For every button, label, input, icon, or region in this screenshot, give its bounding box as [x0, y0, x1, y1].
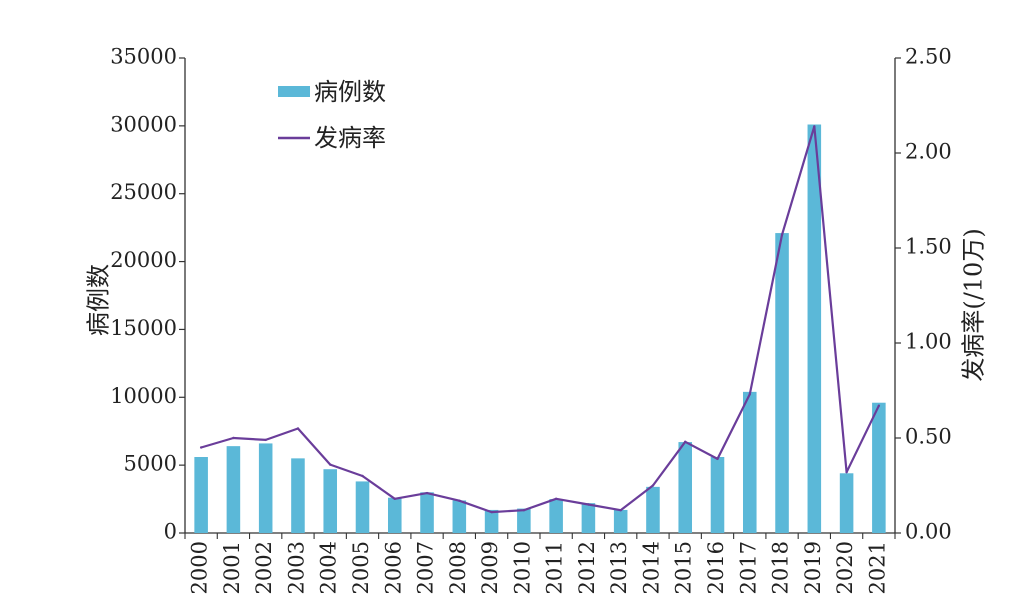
line-point-2009 [490, 510, 493, 514]
line-point-2002 [264, 438, 267, 442]
bar-2014 [646, 486, 660, 533]
y2-axis-label: 发病率(/10万) [960, 228, 988, 381]
bar-2009 [484, 509, 499, 533]
bar-2003 [291, 458, 305, 533]
bar-2017 [742, 391, 757, 533]
bar-2005 [355, 481, 370, 533]
y2-tick-label: 1.50 [905, 235, 952, 259]
x-tick-label: 2021 [865, 541, 889, 594]
bar-2012 [581, 503, 596, 533]
line-point-2015 [684, 440, 687, 443]
bar-2010 [517, 508, 531, 533]
y-tick-label: 20000 [110, 248, 177, 272]
y-tick-label: 0 [164, 520, 177, 544]
x-tick-label: 2009 [478, 541, 502, 594]
x-tick-label: 2005 [349, 541, 373, 594]
bar-2018 [775, 233, 789, 534]
bar-2002 [258, 443, 273, 533]
line-point-2017 [748, 393, 751, 396]
bar-2006 [387, 497, 402, 533]
y2-tick-label: 0.00 [905, 520, 952, 544]
line-point-2021 [877, 404, 881, 407]
y-tick-label: 25000 [110, 180, 177, 204]
bar-2021 [872, 402, 886, 533]
line-point-2019 [813, 125, 816, 128]
x-tick-label: 2008 [446, 541, 470, 594]
x-tick-label: 2007 [414, 541, 438, 594]
line-point-2016 [716, 457, 719, 461]
bar-2016 [710, 457, 725, 533]
line-point-2008 [458, 499, 461, 502]
line-point-2010 [522, 509, 526, 512]
legend-label-line: 发病率 [314, 124, 386, 152]
bar-2020 [839, 473, 854, 533]
line-point-2018 [780, 233, 784, 236]
legend-label-bar: 病例数 [314, 78, 386, 106]
bar-2001 [226, 446, 241, 533]
incidence-line [200, 125, 880, 514]
line-point-2004 [329, 463, 332, 466]
y2-tick-label: 2.50 [905, 45, 952, 69]
axes: 0 5000 10000 15000 20000 25000 30000 35000 0.00 0… [110, 45, 952, 595]
line-point-2006 [393, 497, 396, 500]
x-tick-label: 2011 [543, 541, 567, 594]
bar-2007 [420, 492, 434, 533]
x-tick-label: 2006 [381, 541, 405, 594]
legend-swatch-bar [278, 86, 310, 97]
bar-2004 [323, 469, 338, 533]
line-point-2007 [425, 491, 429, 495]
legend: 病例数 发病率 [278, 78, 386, 152]
line-point-2001 [232, 436, 235, 440]
line-point-2013 [619, 509, 622, 512]
y-tick-label: 10000 [110, 384, 177, 408]
bar-2019 [807, 124, 822, 533]
line-point-2012 [587, 503, 590, 506]
x-tick-label: 2010 [510, 541, 534, 594]
bar-2011 [549, 499, 563, 533]
line-point-2011 [554, 497, 558, 500]
bar-2013 [613, 509, 628, 533]
x-tick-label: 2017 [736, 541, 760, 594]
x-tick-label: 2016 [704, 541, 728, 594]
x-tick-label: 2019 [801, 541, 825, 594]
x-tick-label: 2014 [639, 541, 663, 594]
line-point-2005 [361, 474, 364, 478]
y-axis-label: 病例数 [85, 264, 113, 336]
line-point-2014 [651, 484, 655, 487]
line-point-2020 [845, 471, 848, 474]
y2-tick-label: 1.00 [905, 330, 952, 354]
x-tick-label: 2018 [769, 541, 793, 594]
x-tick-label: 2020 [833, 541, 857, 594]
bar-series [194, 124, 886, 534]
x-tick-label: 2012 [575, 541, 599, 594]
y-tick-label: 15000 [110, 316, 177, 340]
bar-2000 [194, 457, 208, 533]
x-tick-label: 2003 [284, 541, 308, 594]
bar-2008 [452, 500, 467, 533]
y2-tick-label: 2.00 [905, 140, 952, 164]
line-point-2003 [296, 427, 300, 430]
y-tick-label: 35000 [110, 45, 177, 69]
x-tick-label: 2001 [220, 541, 244, 594]
x-tick-label: 2000 [188, 541, 212, 594]
bar-2015 [678, 442, 693, 533]
y-tick-label: 5000 [124, 452, 177, 476]
x-tick-label: 2015 [672, 541, 696, 594]
line-series [199, 125, 881, 514]
y-tick-label: 30000 [110, 112, 177, 136]
y2-tick-label: 0.50 [905, 425, 952, 449]
x-tick-label: 2013 [607, 541, 631, 594]
x-tick-label: 2002 [252, 541, 276, 594]
x-tick-label: 2004 [317, 541, 341, 594]
line-point-2000 [199, 446, 203, 449]
